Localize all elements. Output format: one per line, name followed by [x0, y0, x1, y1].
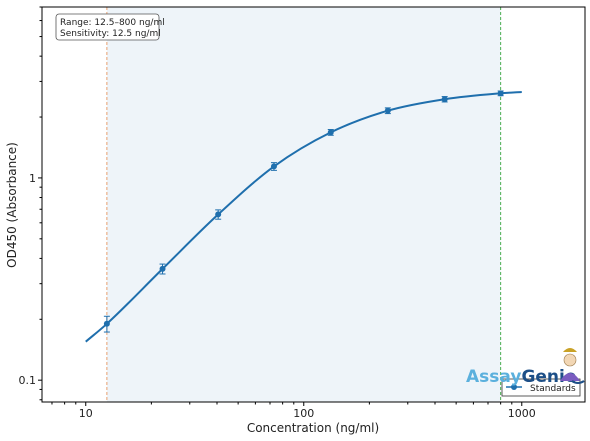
standard-point-2 — [159, 263, 166, 275]
logo-wordmark: AssayGenie — [466, 367, 576, 387]
x-axis-title: Concentration (ng/ml) — [247, 421, 379, 435]
assaygenie-logo: AssayGenie — [466, 348, 585, 387]
annotation-sensitivity-text: Sensitivity: 12.5 ng/ml — [60, 29, 161, 39]
genie-mascot-icon — [560, 348, 585, 384]
range-band — [106, 7, 501, 402]
standard-point-1 — [103, 315, 110, 333]
standard-point-5 — [327, 129, 334, 136]
data-marker — [270, 163, 277, 170]
legend-label: Standards — [530, 384, 576, 394]
x-tick-label: 10 — [79, 407, 93, 420]
standard-point-7 — [441, 96, 448, 103]
data-marker — [441, 96, 448, 103]
standard-point-8 — [497, 90, 504, 97]
fit-curve — [85, 90, 522, 343]
x-tick-label: 1000 — [508, 407, 536, 420]
legend-box — [501, 378, 581, 397]
annotation-range-text: Range: 12.5–800 ng/ml — [60, 18, 165, 28]
y-tick-label: 1 — [29, 172, 36, 185]
standard-point-6 — [384, 107, 391, 115]
data-marker — [497, 90, 504, 97]
data-marker — [384, 107, 391, 114]
logo-part-assay: Assay — [466, 367, 521, 387]
y-tick-label: 0.1 — [19, 374, 37, 387]
plot-frame — [41, 6, 586, 403]
y-axis-title: OD450 (Absorbance) — [5, 142, 19, 268]
data-marker — [103, 320, 110, 327]
legend-marker-swatch — [511, 384, 517, 390]
standard-point-4 — [270, 162, 277, 171]
annotation-box — [55, 13, 160, 41]
standard-point-3 — [215, 209, 222, 220]
logo-part-genie: Genie — [521, 367, 576, 387]
data-marker — [215, 211, 222, 218]
data-marker — [159, 265, 166, 272]
range-annotation: Range: 12.5–800 ng/ml Sensitivity: 12.5 … — [55, 13, 165, 41]
x-tick-label: 100 — [293, 407, 314, 420]
data-marker — [327, 129, 334, 136]
legend: Standards — [501, 378, 581, 397]
